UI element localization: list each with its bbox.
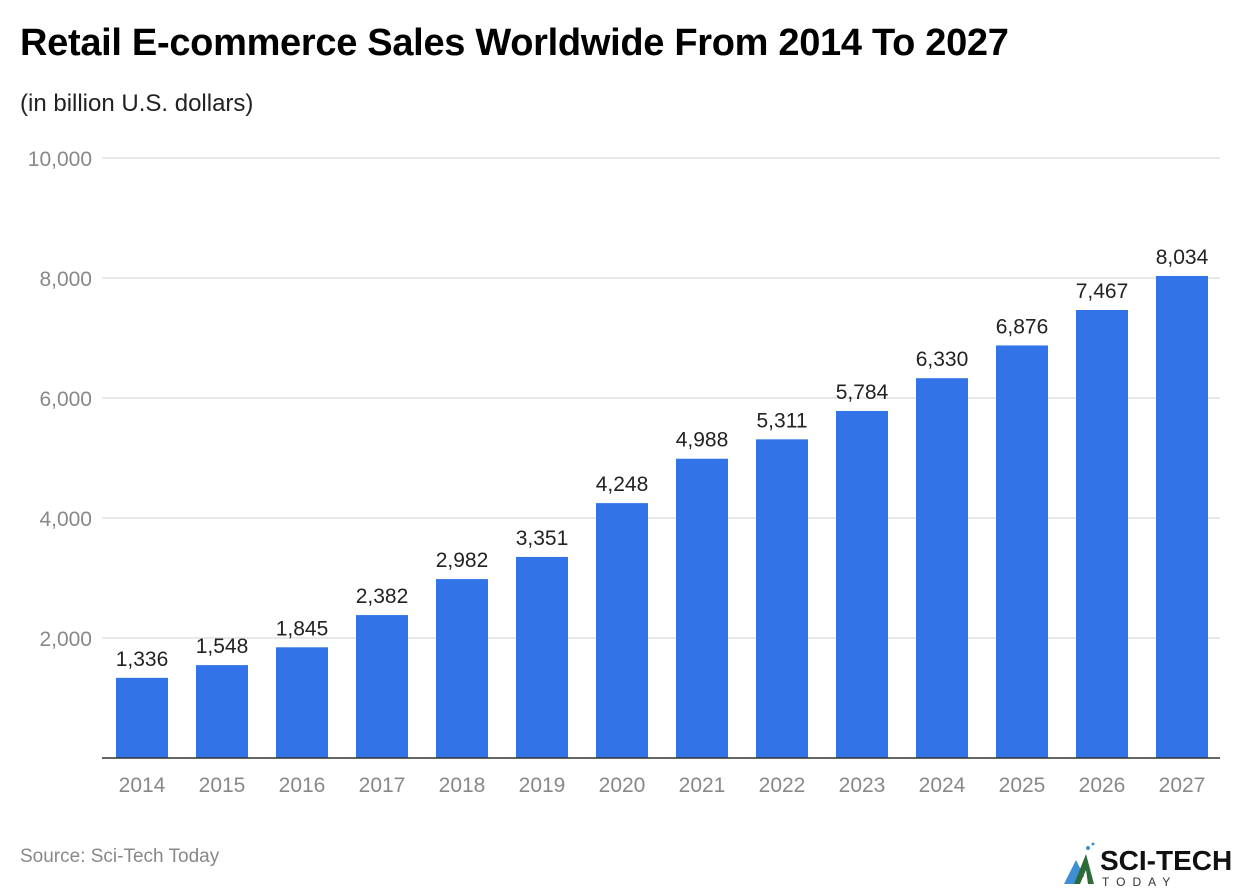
x-tick-label: 2019 [519,774,566,797]
bar-2023 [836,410,888,758]
data-label: 2,982 [436,549,489,572]
bar-2027 [1156,275,1208,758]
svg-text:TODAY: TODAY [1102,875,1177,888]
data-label: 1,548 [196,635,249,658]
x-tick-label: 2021 [679,774,726,797]
x-tick-label: 2020 [599,774,646,797]
x-tick-label: 2025 [999,774,1046,797]
y-tick-label: 4,000 [39,508,92,531]
data-label: 6,876 [996,315,1049,338]
x-tick-label: 2018 [439,774,486,797]
bar-2016 [276,647,328,758]
sci-tech-today-logo: SCI-TECH TODAY [1064,842,1232,888]
data-label: 2,382 [356,585,409,608]
bar-chart: 2,000 4,000 6,000 8,000 10,000 1,336 2014 1,548… [28,148,1220,797]
x-tick-label: 2027 [1159,774,1206,797]
x-tick-label: 2017 [359,774,406,797]
data-label: 5,311 [757,409,808,432]
x-tick-label: 2016 [279,774,326,797]
bar-2024 [916,378,968,758]
x-tick-label: 2024 [919,774,966,797]
bar-2026 [1076,309,1128,758]
data-label: 5,784 [836,381,889,404]
y-tick-label: 8,000 [39,268,92,291]
bar-2022 [756,439,808,758]
bar-2017 [356,615,408,758]
data-label: 1,845 [276,617,329,640]
data-label: 1,336 [116,648,169,671]
bar-2020 [596,503,648,758]
data-label: 6,330 [916,348,969,371]
svg-text:SCI-TECH: SCI-TECH [1100,845,1232,876]
x-tick-label: 2014 [119,774,166,797]
bar-2018 [436,579,488,758]
x-tick-label: 2022 [759,774,806,797]
data-label: 7,467 [1076,280,1129,303]
chart-title: Retail E-commerce Sales Worldwide From 2… [20,22,1009,64]
y-tick-label: 6,000 [39,388,92,411]
bar-2019 [516,556,568,758]
y-tick-label: 10,000 [28,148,92,171]
x-tick-label: 2026 [1079,774,1126,797]
data-label: 4,988 [676,429,729,452]
data-label: 4,248 [596,473,649,496]
bar-2015 [196,665,248,758]
x-tick-label: 2015 [199,774,246,797]
source-note: Source: Sci-Tech Today [20,846,220,867]
y-tick-label: 2,000 [39,628,92,651]
data-label: 3,351 [516,527,569,550]
bar-2021 [676,458,728,758]
bar-2014 [116,677,168,758]
data-label: 8,034 [1156,246,1209,269]
bar-2025 [996,345,1048,758]
x-tick-label: 2023 [839,774,886,797]
chart-subtitle: (in billion U.S. dollars) [20,90,254,117]
